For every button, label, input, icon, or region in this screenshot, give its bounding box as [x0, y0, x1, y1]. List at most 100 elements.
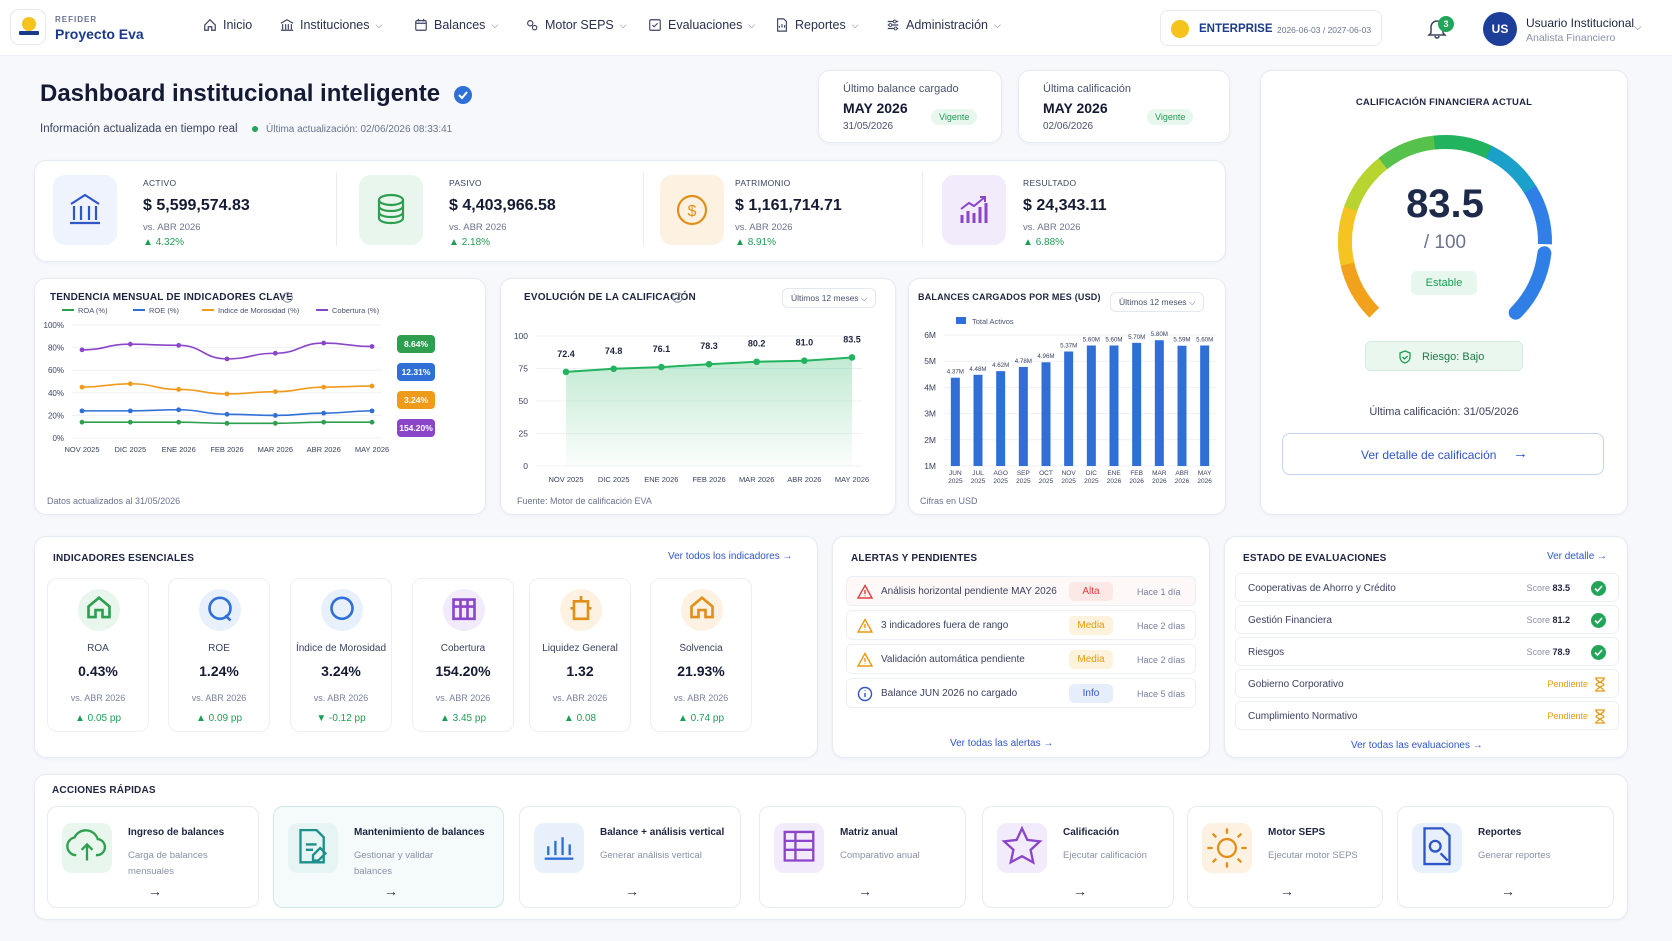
- evaluation-row[interactable]: Cumplimiento Normativo Pendiente: [1235, 701, 1619, 730]
- bar: [1086, 345, 1096, 466]
- last-rating-date: Última calificación: 31/05/2026: [1369, 406, 1519, 418]
- chevron-down-icon: ⌵: [619, 19, 627, 30]
- chevron-down-icon: ⌵: [491, 19, 499, 30]
- nav-motor-seps[interactable]: Motor SEPS ⌵: [525, 18, 627, 32]
- kpi-change: ▲ 2.18%: [449, 237, 491, 248]
- kpi-summary-card: [34, 160, 1226, 262]
- checklist-icon: [649, 19, 661, 31]
- user-name[interactable]: Usuario Institucional: [1526, 16, 1635, 30]
- card-date: 31/05/2026: [843, 121, 894, 132]
- app-name[interactable]: Proyecto Eva: [55, 26, 144, 42]
- sliders-icon: [887, 19, 899, 31]
- quick-action-title: Balance + análisis vertical: [600, 827, 725, 838]
- x-tick-label: ABR 2026: [307, 445, 341, 454]
- data-label: 5.70M: [1128, 334, 1145, 341]
- evaluation-row[interactable]: Cooperativas de Ahorro y Crédito Score 83…: [1235, 573, 1619, 602]
- data-point: [369, 408, 375, 414]
- evaluation-row[interactable]: Gobierno Corporativo Pendiente: [1235, 669, 1619, 698]
- nav-reportes[interactable]: Reportes ⌵: [775, 18, 859, 32]
- spreadsheet-icon: [774, 823, 824, 873]
- indicator-card-1[interactable]: ROA 0.43% vs. ABR 2026 ▲ 0.05 pp: [47, 578, 149, 732]
- y-tick-label: 4M: [924, 382, 936, 392]
- svg-text:$: $: [688, 203, 697, 220]
- alert-time: Hace 2 días: [1137, 621, 1186, 631]
- indicator-compare: vs. ABR 2026: [70, 693, 126, 703]
- arrow-right-icon: →: [1513, 445, 1528, 462]
- evaluation-row[interactable]: Gestión Financiera Score 81.2: [1235, 605, 1619, 634]
- nav-administracion[interactable]: Administración ⌵: [886, 18, 1001, 32]
- arrow-right-icon: →: [1501, 883, 1515, 899]
- data-label: 5.60M: [1196, 336, 1213, 343]
- indicator-change: ▼ -0.12 pp: [316, 713, 366, 724]
- app-logo[interactable]: [10, 9, 46, 45]
- quick-action-2[interactable]: Mantenimiento de balances Gestionar y val…: [273, 806, 504, 908]
- chevron-down-icon[interactable]: ⌵: [1634, 22, 1642, 33]
- section-title: ESTADO DE EVALUACIONES: [1243, 553, 1387, 564]
- nav-evaluaciones[interactable]: Evaluaciones ⌵: [648, 18, 755, 32]
- rating-detail-button[interactable]: Ver detalle de calificación →: [1282, 433, 1604, 475]
- data-point: [321, 410, 327, 416]
- chart-footer: Cifras en USD: [920, 496, 978, 506]
- report-icon: [777, 18, 787, 32]
- period-select[interactable]: Últimos 12 meses ⌵: [1110, 292, 1205, 312]
- rating-area-chart: 0 25 50 75 100 72.4 74.8 76.1 78.3 80.2 81.0 83.5 NO…: [514, 331, 869, 484]
- bar: [1018, 366, 1028, 466]
- quick-action-4[interactable]: Matriz anual Comparativo anual →: [759, 806, 966, 908]
- nav-balances[interactable]: Balances ⌵: [414, 18, 498, 32]
- nav-instituciones[interactable]: Instituciones ⌵: [280, 18, 382, 32]
- bar-chart-icon: [534, 823, 584, 873]
- data-point: [224, 420, 230, 426]
- data-point: [272, 350, 278, 356]
- bar: [1200, 345, 1210, 466]
- quick-action-5[interactable]: Calificación Ejecutar calificación →: [982, 806, 1174, 908]
- evaluation-score: Score 78.9: [1526, 647, 1570, 657]
- indicator-card-5[interactable]: Liquidez General 1.32 vs. ABR 2026 ▲ 0.08: [529, 578, 631, 732]
- gears-icon: [527, 20, 538, 31]
- quick-action-1[interactable]: Ingreso de balances Carga de balances men…: [47, 806, 259, 908]
- indicator-card-3[interactable]: Índice de Morosidad 3.24% vs. ABR 2026 ▼ -0…: [290, 578, 392, 732]
- view-all-evaluations-link[interactable]: Ver todas las evaluaciones →: [1351, 740, 1483, 751]
- crown-icon: [1171, 20, 1189, 38]
- indicator-value: 3.24%: [321, 663, 361, 679]
- alert-row[interactable]: Validación automática pendiente Media Hace…: [846, 644, 1196, 674]
- y-tick-label: 75: [519, 364, 529, 374]
- view-all-indicators-link[interactable]: Ver todos los indicadores →: [668, 551, 793, 562]
- bar: [1132, 342, 1142, 466]
- indicator-name: ROA: [87, 643, 109, 654]
- data-point: [272, 420, 278, 426]
- alert-row[interactable]: Análisis horizontal pendiente MAY 2026 Al…: [846, 576, 1196, 606]
- alert-text: Validación automática pendiente: [881, 654, 1025, 665]
- view-detail-link[interactable]: Ver detalle →: [1547, 551, 1608, 562]
- plan-badge[interactable]: ENTERPRISE 2026-06-03 / 2027-06-03: [1160, 10, 1382, 46]
- view-all-alerts-link[interactable]: Ver todas las alertas →: [950, 738, 1054, 749]
- evaluation-row[interactable]: Riesgos Score 78.9: [1235, 637, 1619, 666]
- data-point: [801, 357, 808, 364]
- quick-action-7[interactable]: Reportes Generar reportes →: [1397, 806, 1614, 908]
- avatar[interactable]: US: [1483, 12, 1517, 46]
- quick-action-3[interactable]: Balance + análisis vertical Generar análi…: [519, 806, 741, 908]
- card-value: MAY 2026: [1043, 100, 1108, 116]
- kpi-value: $ 4,403,966.58: [449, 197, 556, 214]
- info-icon[interactable]: [672, 292, 683, 303]
- value-badge: [397, 335, 435, 353]
- alert-row[interactable]: 3 indicadores fuera de rango Media Hace 2 …: [846, 610, 1196, 640]
- quick-action-desc: Carga de balances mensuales: [128, 850, 208, 877]
- quick-action-6[interactable]: Motor SEPS Ejecutar motor SEPS →: [1187, 806, 1383, 908]
- card-value: MAY 2026: [843, 100, 908, 116]
- bar: [1109, 345, 1119, 466]
- indicator-card-6[interactable]: Solvencia 21.93% vs. ABR 2026 ▲ 0.74 pp: [650, 578, 752, 732]
- indicator-card-4[interactable]: Cobertura 154.20% vs. ABR 2026 ▲ 3.45 pp: [412, 578, 514, 732]
- period-select[interactable]: Últimos 12 meses ⌵: [782, 288, 877, 308]
- plan-name: ENTERPRISE: [1199, 23, 1273, 35]
- legend-label: Total Activos: [972, 317, 1014, 326]
- page-title: Dashboard institucional inteligente: [40, 80, 473, 108]
- x-tick-label: 2026: [1197, 478, 1212, 485]
- data-point: [321, 419, 327, 425]
- alert-row[interactable]: Balance JUN 2026 no cargado Info Hace 5 dí…: [846, 678, 1196, 708]
- indicator-card-2[interactable]: ROE 1.24% vs. ABR 2026 ▲ 0.09 pp: [168, 578, 270, 732]
- x-tick-label: 2025: [1061, 478, 1076, 485]
- verified-icon: [453, 85, 472, 104]
- divider: [336, 172, 337, 246]
- info-icon[interactable]: [282, 292, 293, 303]
- nav-inicio[interactable]: Inicio: [203, 18, 252, 32]
